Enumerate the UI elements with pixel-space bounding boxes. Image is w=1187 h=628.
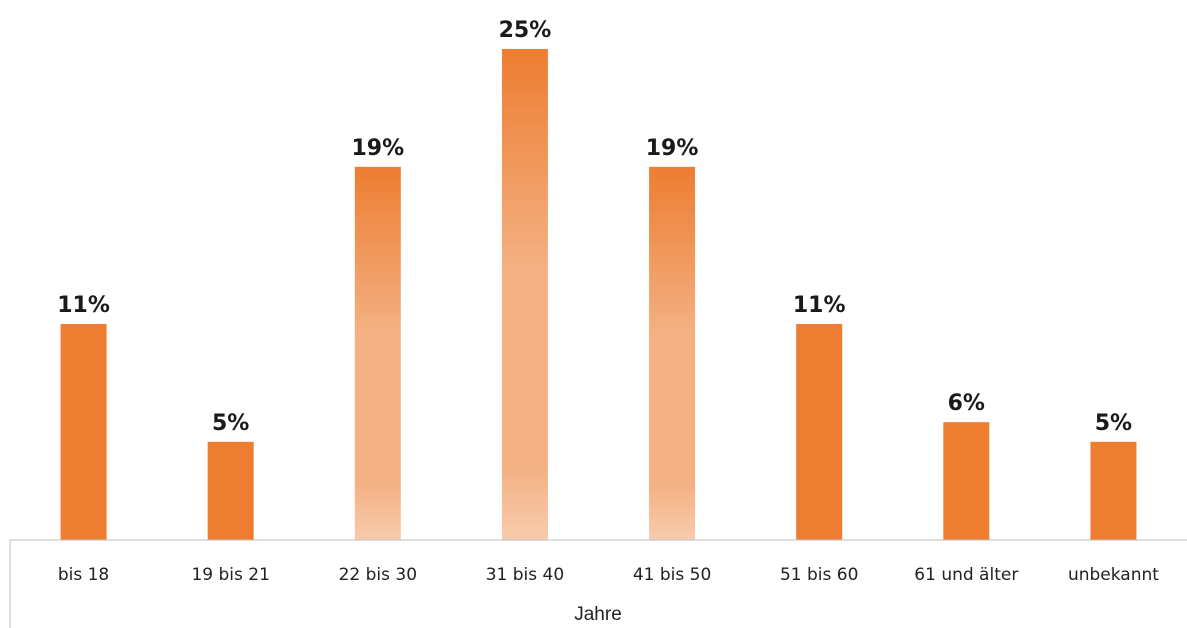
x-axis xyxy=(9,539,1187,628)
bar-2 xyxy=(354,166,401,540)
category-label-6: 61 und älter xyxy=(914,565,1018,585)
category-label-7: unbekannt xyxy=(1068,565,1159,585)
category-label-2: 22 bis 30 xyxy=(339,565,417,585)
value-labels-group: 11% 5% 19% 25% 19% 11% 6% 5% xyxy=(57,18,1132,436)
bars-group xyxy=(60,49,1137,540)
bar-7 xyxy=(1090,441,1137,540)
bar-1 xyxy=(207,441,254,540)
bar-0 xyxy=(60,323,107,540)
value-label-3: 25% xyxy=(499,18,552,43)
category-label-4: 41 bis 50 xyxy=(633,565,711,585)
value-label-2: 19% xyxy=(351,136,404,161)
value-label-5: 11% xyxy=(793,293,846,318)
bar-4 xyxy=(649,166,696,540)
value-label-0: 11% xyxy=(57,293,110,318)
value-label-1: 5% xyxy=(212,411,249,436)
category-label-1: 19 bis 21 xyxy=(191,565,269,585)
value-label-7: 5% xyxy=(1095,411,1132,436)
category-label-5: 51 bis 60 xyxy=(780,565,858,585)
bar-6 xyxy=(943,422,990,540)
x-axis-title: Jahre xyxy=(574,604,622,625)
category-label-3: 31 bis 40 xyxy=(486,565,564,585)
bar-3 xyxy=(501,49,548,540)
category-labels-group: bis 18 19 bis 21 22 bis 30 31 bis 40 41 bis … xyxy=(58,565,1159,585)
bar-5 xyxy=(796,323,843,540)
value-label-4: 19% xyxy=(646,136,699,161)
category-label-0: bis 18 xyxy=(58,565,109,585)
value-label-6: 6% xyxy=(948,391,985,416)
